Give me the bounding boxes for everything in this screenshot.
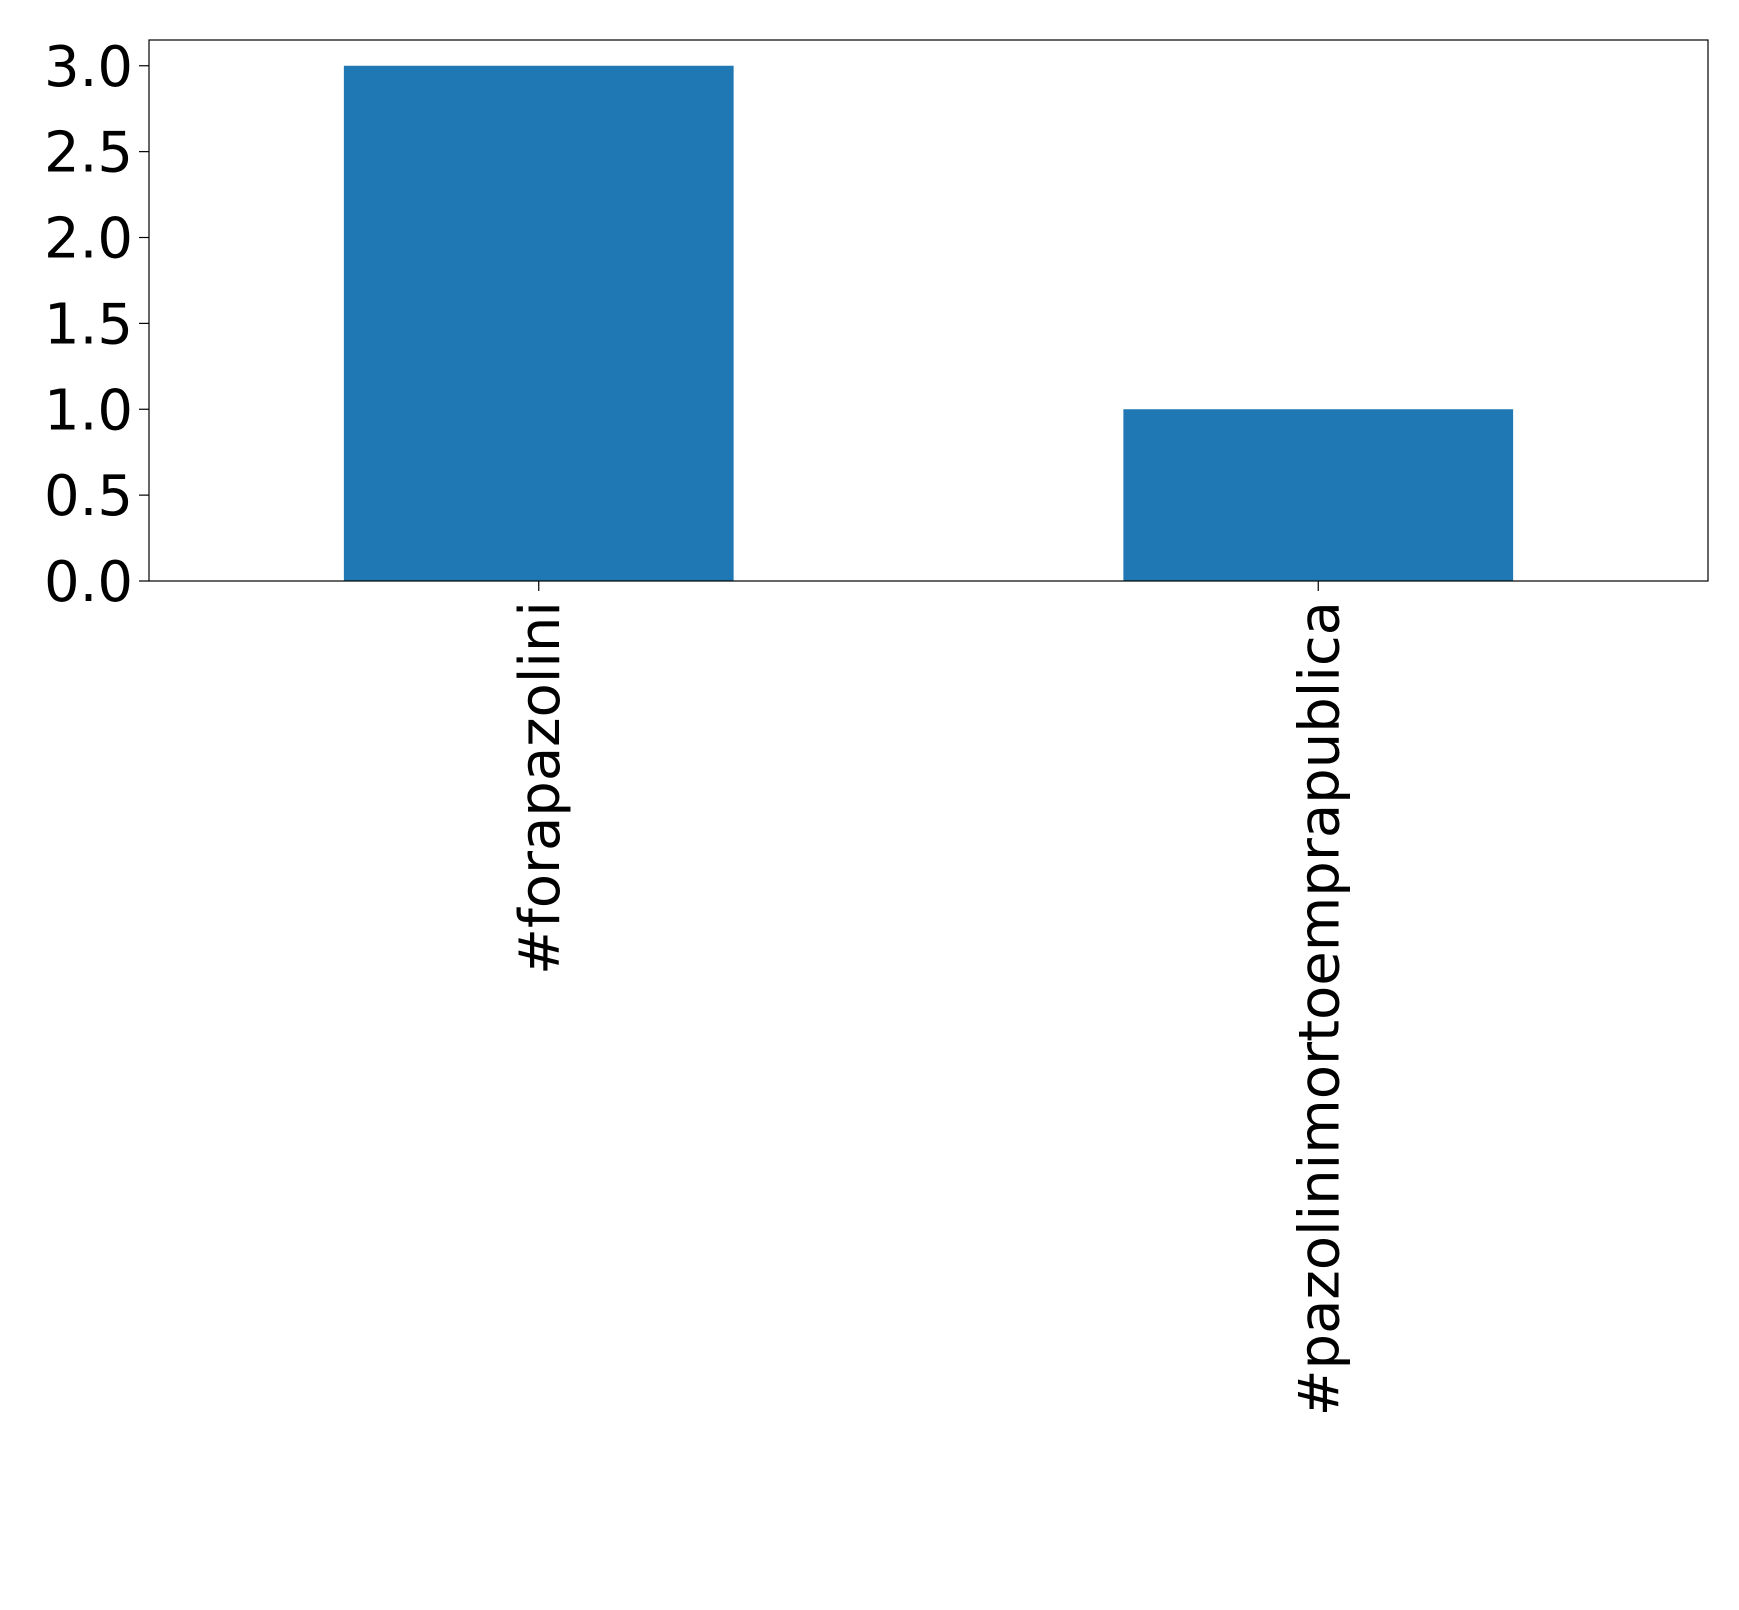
plot-frame bbox=[148, 39, 1709, 582]
y-tick-label: 3.0 bbox=[44, 35, 133, 100]
y-tick-label: 0.0 bbox=[44, 550, 133, 615]
x-tick-label: #forapazolini bbox=[508, 601, 573, 975]
bar bbox=[343, 65, 734, 581]
y-tick-label: 1.0 bbox=[44, 378, 133, 443]
bar bbox=[1123, 409, 1514, 581]
y-tick-label: 2.5 bbox=[44, 121, 133, 186]
x-tick-label: #pazolinimortoemprapublica bbox=[1287, 601, 1352, 1416]
y-tick-label: 1.5 bbox=[44, 292, 133, 357]
y-tick-label: 2.0 bbox=[44, 207, 133, 272]
y-tick-label: 0.5 bbox=[44, 464, 133, 529]
